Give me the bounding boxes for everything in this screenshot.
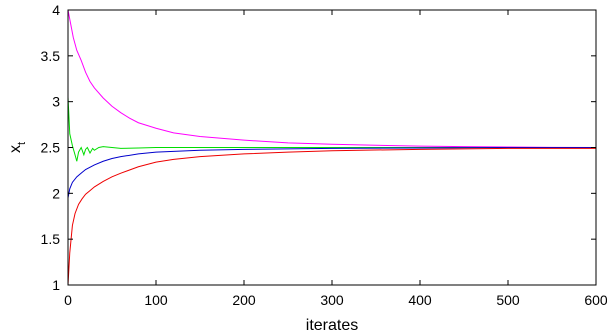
x-tick-label: 200 (232, 292, 256, 308)
x-tick-label: 400 (408, 292, 432, 308)
y-tick-label: 2.5 (41, 140, 61, 156)
ticks-layer: 0 100 200 300 400 500 600 1 1.5 2 2.5 3 3.5 4 (41, 2, 607, 308)
x-axis-label: iterates (306, 317, 358, 334)
y-axis-label-subscript: t (16, 142, 28, 145)
y-tick-label: 3.5 (41, 48, 61, 64)
x-tick-label: 500 (496, 292, 520, 308)
x-tick-label: 600 (584, 292, 607, 308)
y-tick-label: 1.5 (41, 231, 61, 247)
y-axis-label: xt (7, 142, 28, 153)
series-line-3 (67, 147, 596, 199)
series-layer (67, 9, 597, 286)
series-line-1 (67, 9, 597, 148)
series-line-2 (67, 97, 596, 162)
y-axis-label-main: x (7, 145, 24, 153)
x-tick-label: 0 (64, 292, 72, 308)
y-tick-label: 1 (52, 277, 60, 293)
x-tick-label: 300 (320, 292, 344, 308)
y-tick-label: 4 (52, 2, 60, 18)
y-tick-label: 2 (52, 185, 60, 201)
y-tick-label: 3 (52, 94, 60, 110)
x-tick-label: 100 (144, 292, 168, 308)
series-line-4 (67, 147, 596, 286)
